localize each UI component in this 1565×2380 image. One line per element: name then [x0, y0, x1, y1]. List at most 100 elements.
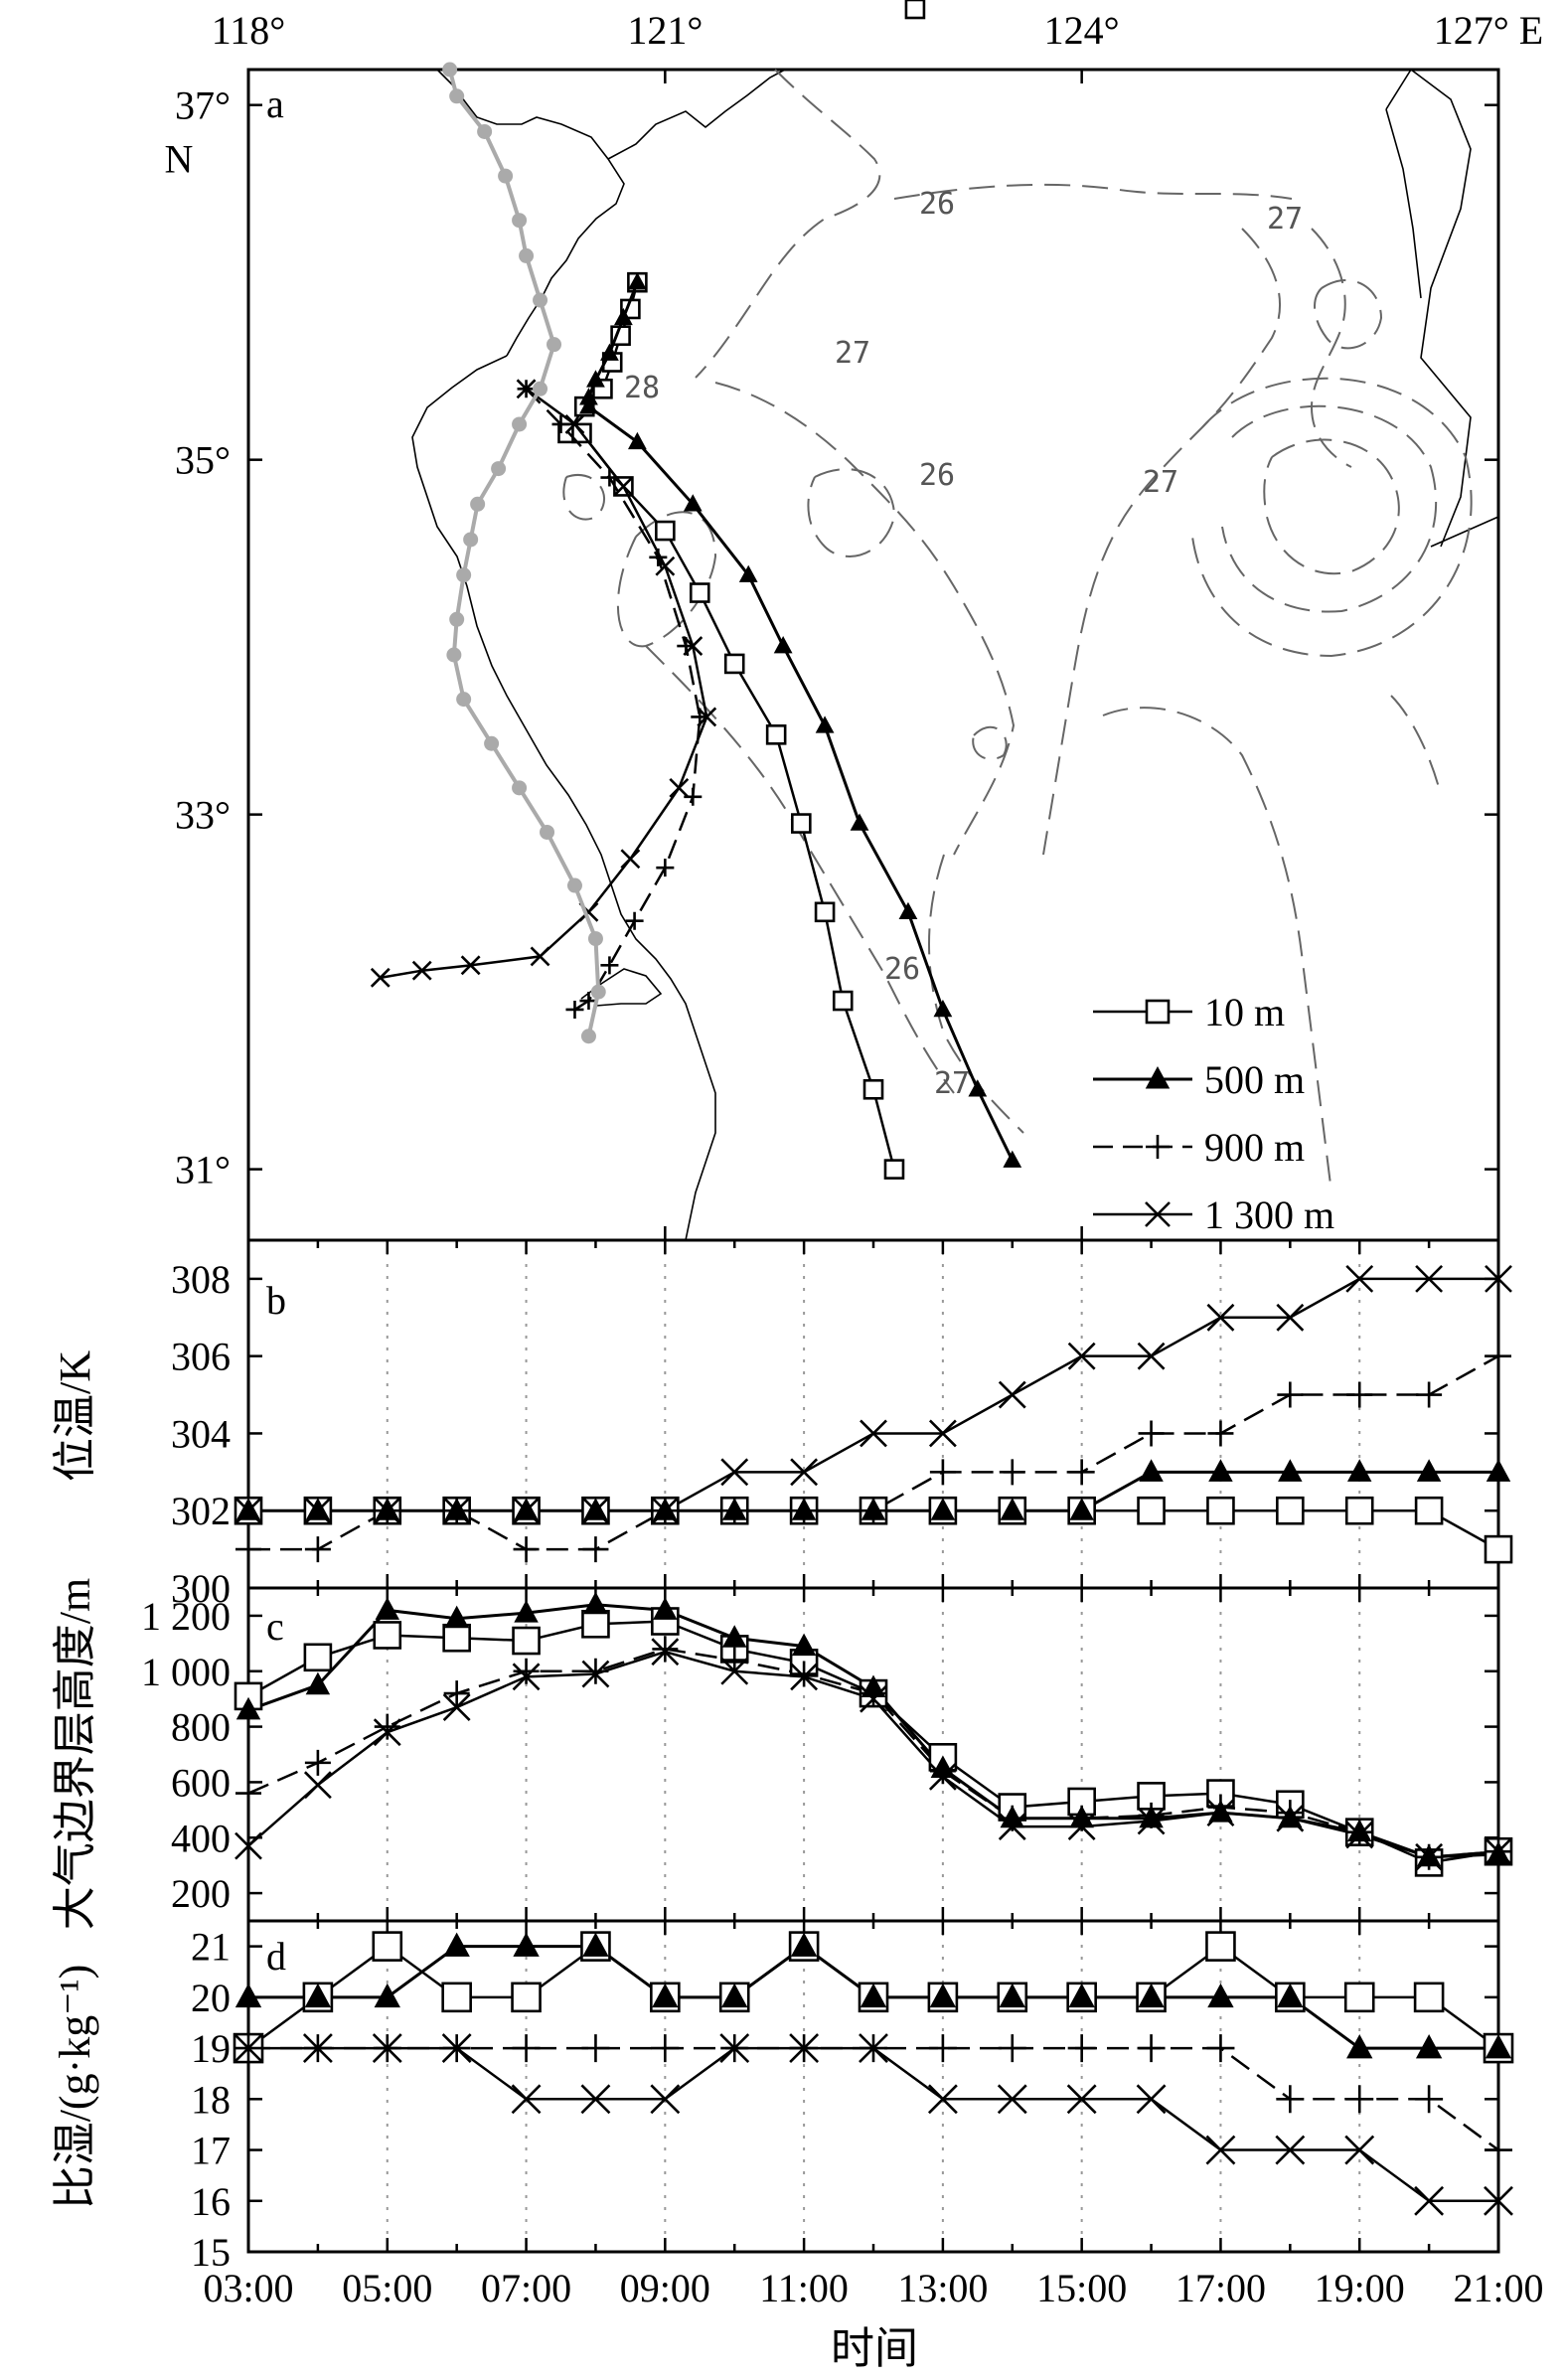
marker-1-300-m [790, 1458, 819, 1487]
panel-b-axes: 300 302 304 306 308 [171, 1240, 1500, 1611]
marker-900-m [721, 1647, 748, 1673]
marker-1-300-m [516, 379, 537, 399]
marker-track [456, 692, 472, 708]
x-tick-label-a: 127° E [1434, 8, 1543, 53]
marker-1-300-m [511, 2084, 542, 2115]
marker-900-m [582, 1536, 609, 1563]
marker-10-m [512, 1626, 541, 1656]
marker-900-m [1345, 2085, 1374, 2114]
marker-track [446, 647, 462, 663]
y-tick-label: 304 [171, 1411, 231, 1456]
marker-1-300-m [928, 1419, 957, 1448]
marker-1-300-m [1345, 1264, 1374, 1293]
trajectory-500-m [586, 281, 1015, 1162]
marker-1-300-m [1276, 1804, 1305, 1832]
y-tick-label: 1 000 [141, 1650, 231, 1694]
marker-900-m [304, 1536, 331, 1563]
marker-500-m [860, 1983, 887, 2008]
sst-contour [616, 511, 717, 648]
marker-900-m [235, 1780, 261, 1807]
marker-1-300-m [1414, 2185, 1445, 2216]
marker-track [498, 168, 514, 184]
y-tick-label: 19 [191, 2026, 231, 2071]
marker-1-300-m [234, 2033, 263, 2063]
marker-900-m [1146, 1135, 1170, 1159]
marker-10-m [303, 1643, 333, 1672]
marker-1-300-m [1484, 2185, 1513, 2216]
marker-500-m [653, 1597, 678, 1620]
marker-500-m [721, 1983, 748, 2008]
trajectory-900-m [525, 388, 702, 1012]
marker-10-m [1343, 1982, 1375, 2013]
marker-track [449, 88, 465, 104]
ylabel-b: 位温/K [51, 1350, 99, 1482]
marker-500-m [375, 1597, 400, 1620]
marker-1-300-m [720, 1657, 749, 1685]
panel-d-axes: 15 16 17 18 19 20 21 03:00 05:00 07:00 09:00 11:00 1… [191, 1921, 1544, 2310]
marker-1-300-m [650, 2084, 681, 2115]
marker-900-m [721, 1498, 748, 1524]
marker-10-m [442, 1623, 471, 1653]
panel-d-gridlines [386, 1921, 1361, 2252]
y-tick-label-a: 31° [175, 1148, 231, 1192]
marker-10-m [765, 724, 787, 745]
x-tick-label: 09:00 [620, 2266, 710, 2310]
y-tick-label: 800 [171, 1705, 231, 1750]
y-tick-label: 308 [171, 1257, 231, 1302]
marker-1-300-m [372, 2033, 402, 2063]
y-tick-label: 15 [191, 2230, 231, 2275]
marker-500-m [1145, 1065, 1171, 1089]
marker-1-300-m [998, 1813, 1026, 1840]
marker-500-m [1208, 1459, 1233, 1482]
marker-500-m [930, 1498, 956, 1520]
marker-500-m [1486, 1459, 1511, 1482]
marker-900-m [651, 2034, 680, 2063]
marker-1-300-m [620, 849, 641, 870]
x-tick-label: 07:00 [481, 2266, 571, 2310]
marker-1-300-m [302, 2033, 333, 2063]
marker-900-m [1207, 1794, 1234, 1821]
marker-1-300-m [1485, 1837, 1512, 1866]
panel-a-map: 26 27 28 27 26 27 26 27 118° 121° 124° 127°… [165, 0, 1543, 1242]
legend-label: 500 m [1204, 1057, 1305, 1102]
marker-900-m [656, 859, 675, 877]
marker-500-m [929, 1983, 957, 2008]
marker-500-m [513, 1932, 540, 1957]
marker-track [590, 984, 606, 1000]
marker-track [533, 292, 548, 308]
marker-500-m [1485, 2034, 1512, 2059]
marker-1-300-m [235, 1831, 262, 1860]
panel-d-series [233, 1931, 1514, 2216]
marker-500-m [1278, 1459, 1303, 1482]
marker-900-m [861, 1498, 886, 1524]
marker-900-m [1485, 2136, 1512, 2164]
marker-1-300-m [303, 1771, 332, 1800]
marker-900-m [929, 1459, 956, 1486]
marker-900-m [1206, 2034, 1235, 2063]
marker-900-m [374, 1713, 400, 1740]
ylabel-c: 大气边界层高度/m [51, 1578, 99, 1930]
legend-label: 1 300 m [1204, 1192, 1334, 1237]
marker-track [580, 1029, 596, 1044]
marker-900-m [1067, 2034, 1096, 2063]
y-unit-label-a: N [165, 137, 194, 182]
marker-10-m [581, 1609, 610, 1639]
x-tick-label-a: 124° [1044, 8, 1120, 53]
marker-1-300-m [373, 1718, 401, 1747]
marker-1-300-m [512, 1497, 541, 1525]
marker-500-m [1003, 1150, 1022, 1168]
panel-c-series [234, 1591, 1513, 1877]
panel-d-specific-humidity: 15 16 17 18 19 20 21 03:00 05:00 07:00 09:00 11:00 1… [191, 1919, 1544, 2310]
marker-1-300-m [997, 2084, 1027, 2115]
marker-track [512, 416, 528, 432]
marker-1-300-m [1415, 1842, 1444, 1871]
marker-500-m [968, 1079, 988, 1097]
sst-contour [1263, 438, 1400, 575]
panel-c-boundary-layer-height: 200 400 600 800 1 000 1 200 c [141, 1586, 1513, 1923]
marker-900-m [582, 1658, 609, 1684]
marker-900-m [235, 1536, 261, 1563]
marker-10-m [904, 0, 926, 20]
marker-track [442, 62, 458, 78]
y-tick-label: 306 [171, 1335, 231, 1379]
sst-label: 27 [835, 336, 870, 371]
